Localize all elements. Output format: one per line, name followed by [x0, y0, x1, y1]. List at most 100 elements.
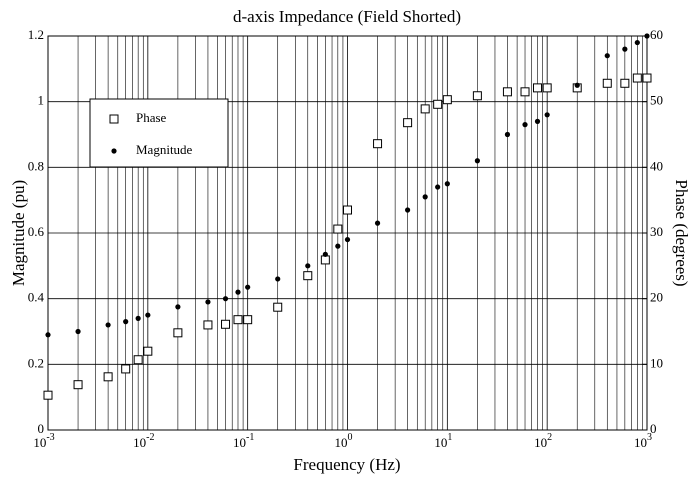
point: [520, 87, 530, 97]
plot-frame: [47, 35, 648, 431]
y-tick-label: 0.2: [28, 355, 44, 370]
point: [620, 78, 630, 88]
x-tick-exponent: -2: [146, 432, 154, 443]
point: [644, 33, 650, 39]
x-tick-label: 103: [634, 432, 652, 450]
point: [45, 332, 51, 338]
point: [235, 289, 241, 295]
point: [322, 251, 328, 257]
point: [622, 46, 628, 52]
point: [205, 299, 211, 305]
point: [121, 364, 131, 374]
point: [405, 207, 411, 213]
point: [534, 118, 541, 124]
point: [233, 315, 243, 325]
y2-tick-label: 20: [650, 290, 663, 305]
x-tick-exponent: 3: [647, 432, 652, 443]
y2-tick-label: 50: [650, 93, 663, 108]
point: [435, 184, 441, 190]
point: [442, 95, 452, 105]
y-tick-label: 0.6: [28, 224, 45, 239]
point: [504, 131, 511, 138]
y2-tick-label: 60: [650, 27, 663, 42]
point: [444, 181, 450, 187]
point: [403, 118, 413, 128]
point: [522, 122, 528, 128]
point: [73, 380, 83, 390]
point: [145, 312, 151, 318]
point: [305, 263, 311, 269]
y-tick-label: 0.4: [28, 290, 45, 305]
point: [303, 271, 313, 281]
point: [245, 284, 251, 290]
point: [472, 91, 482, 101]
x-tick-base: 10: [335, 435, 348, 450]
y2-tick-label: 40: [650, 158, 663, 173]
point: [373, 139, 383, 149]
point: [103, 372, 113, 382]
point: [133, 355, 143, 365]
point: [43, 390, 53, 400]
point: [203, 320, 213, 330]
point: [604, 53, 610, 59]
x-tick-base: 10: [534, 435, 547, 450]
point: [335, 243, 341, 249]
x-tick-exponent: 0: [348, 432, 353, 443]
legend-label: Magnitude: [136, 142, 193, 157]
y-tick-label: 1: [38, 93, 45, 108]
x-tick-label: 102: [534, 432, 552, 450]
point: [320, 255, 330, 265]
point: [574, 82, 580, 88]
x-tick-label: 10-1: [233, 432, 254, 450]
legend-label: Phase: [136, 110, 167, 125]
point: [632, 73, 642, 83]
point: [173, 328, 183, 338]
point: [634, 39, 640, 46]
x-tick-label: 100: [335, 432, 353, 450]
point: [542, 83, 552, 93]
y2-tick-label: 30: [650, 224, 663, 239]
x-tick-exponent: -3: [46, 432, 54, 443]
x-tick-label: 101: [434, 432, 452, 450]
x-tick-base: 10: [133, 435, 146, 450]
x-tick-exponent: 2: [547, 432, 552, 443]
point: [143, 346, 153, 356]
y-tick-label: 1.2: [28, 27, 44, 42]
point: [135, 315, 141, 321]
y-tick-label: 0.8: [28, 158, 44, 173]
point: [275, 276, 281, 282]
x-tick-base: 10: [33, 435, 46, 450]
x-tick-base: 10: [233, 435, 246, 450]
legend-box: [89, 98, 229, 168]
y-tick-label: 0: [38, 421, 45, 436]
x-tick-label: 10-3: [33, 432, 54, 450]
chart-title: d-axis Impedance (Field Shorted): [233, 7, 461, 26]
point: [105, 322, 111, 328]
point: [532, 83, 542, 93]
point: [343, 205, 352, 215]
point: [75, 328, 81, 335]
x-tick-base: 10: [634, 435, 647, 450]
y-axis-label: Magnitude (pu): [9, 180, 28, 286]
y2-tick-label: 0: [650, 421, 657, 436]
point: [474, 158, 480, 164]
point: [333, 224, 343, 234]
point: [123, 319, 129, 325]
point: [502, 87, 512, 97]
x-tick-label: 10-2: [133, 432, 154, 450]
point: [602, 78, 612, 88]
x-axis-label: Frequency (Hz): [293, 455, 400, 474]
point: [544, 112, 550, 118]
point: [422, 194, 428, 200]
y2-tick-label: 10: [650, 355, 663, 370]
point: [243, 315, 253, 325]
point: [273, 302, 283, 312]
x-tick-exponent: 1: [447, 432, 452, 443]
point: [642, 73, 652, 83]
x-tick-base: 10: [434, 435, 447, 450]
point: [374, 220, 381, 226]
point: [420, 104, 430, 114]
point: [175, 304, 181, 310]
legend-marker: [109, 114, 119, 124]
